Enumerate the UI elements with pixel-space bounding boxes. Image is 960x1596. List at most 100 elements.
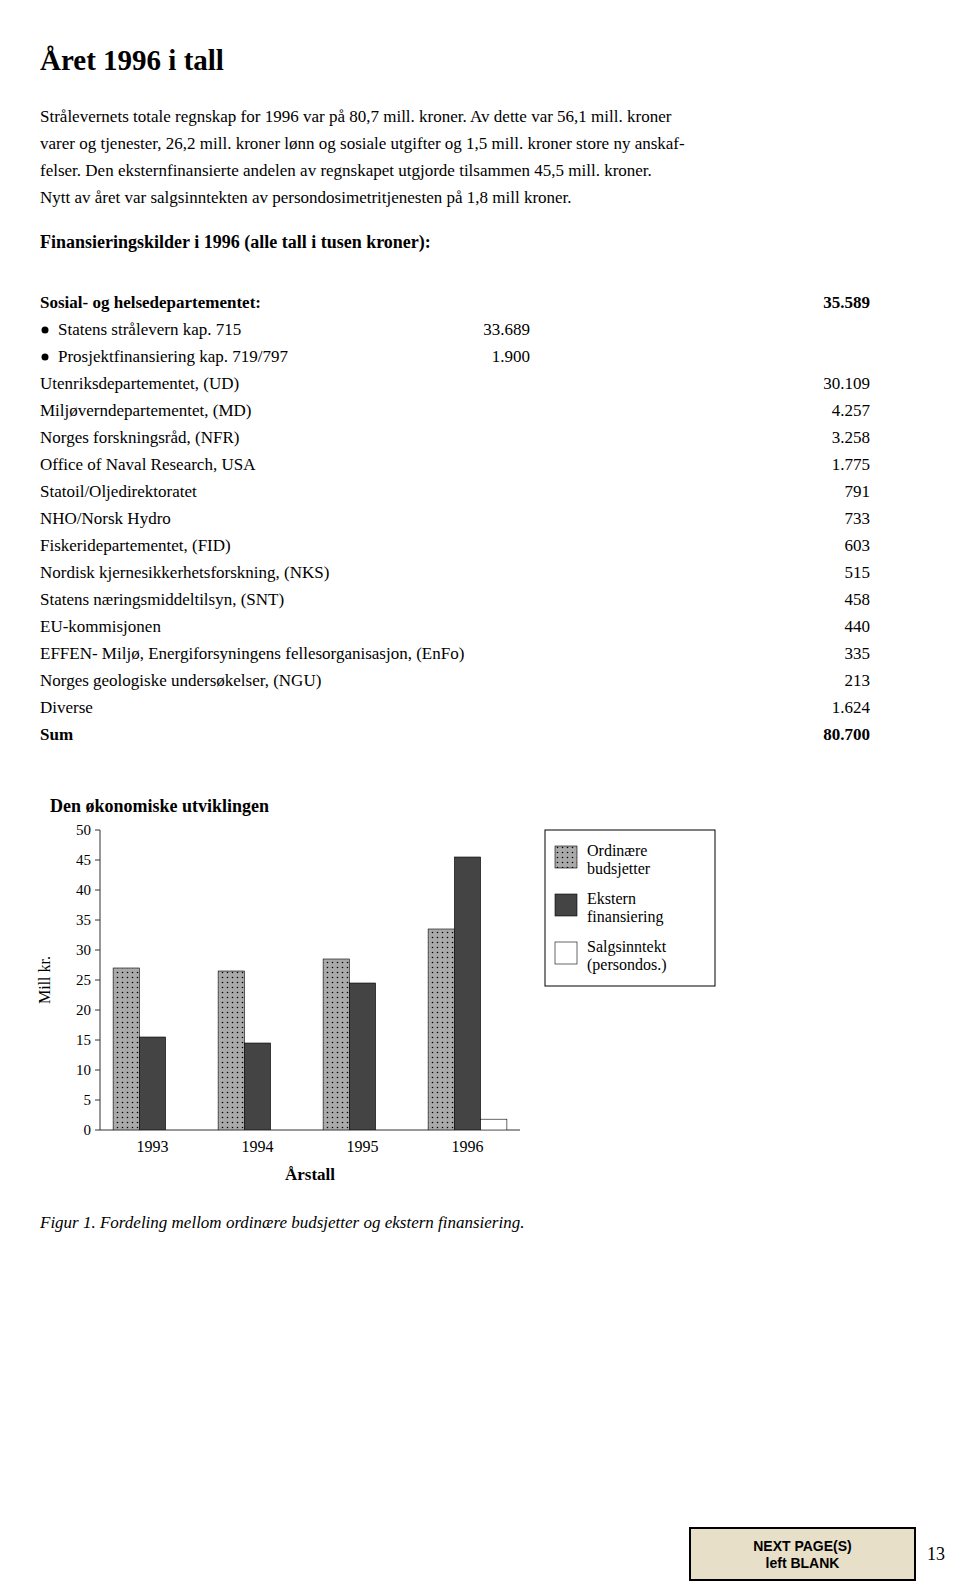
table-value: 33.689 xyxy=(483,320,530,339)
bar xyxy=(349,983,375,1130)
bullet xyxy=(42,327,49,334)
chart-title: Den økonomiske utviklingen xyxy=(50,796,269,816)
y-tick-label: 15 xyxy=(76,1032,91,1048)
intro-line: Nytt av året var salgsinntekten av perso… xyxy=(40,188,572,207)
bar xyxy=(271,1130,297,1131)
table-label: Norges forskningsråd, (NFR) xyxy=(40,428,239,447)
table-label: Sum xyxy=(40,725,73,744)
bar xyxy=(454,857,480,1130)
table-value: 35.589 xyxy=(823,293,870,312)
table-label: Nordisk kjernesikkerhetsforskning, (NKS) xyxy=(40,563,329,582)
table-label: Norges geologiske undersøkelser, (NGU) xyxy=(40,671,321,690)
y-tick-label: 45 xyxy=(76,852,91,868)
y-tick xyxy=(95,1070,100,1071)
y-tick-label: 35 xyxy=(76,912,91,928)
legend-label: Salgsinntekt xyxy=(587,938,667,956)
table-value: 335 xyxy=(845,644,871,663)
table-label: Diverse xyxy=(40,698,93,717)
y-tick-label: 10 xyxy=(76,1062,91,1078)
next-page-text: NEXT PAGE(S) xyxy=(753,1538,852,1554)
bar xyxy=(481,1119,507,1130)
intro-line: Strålevernets totale regnskap for 1996 v… xyxy=(40,107,672,126)
table-label: Statoil/Oljedirektoratet xyxy=(40,482,197,501)
y-tick xyxy=(95,1010,100,1011)
y-tick xyxy=(95,1130,100,1131)
bar xyxy=(139,1037,165,1130)
y-axis-label: Mill kr. xyxy=(36,956,53,1004)
x-tick-label: 1994 xyxy=(242,1138,274,1155)
table-value: 1.624 xyxy=(832,698,871,717)
table-label: Sosial- og helsedepartementet: xyxy=(40,293,261,312)
y-tick-label: 20 xyxy=(76,1002,91,1018)
table-value: 1.775 xyxy=(832,455,870,474)
table-label: Prosjektfinansiering kap. 719/797 xyxy=(58,347,288,366)
y-tick-label: 5 xyxy=(84,1092,92,1108)
bar xyxy=(244,1043,270,1130)
table-value: 4.257 xyxy=(832,401,871,420)
table-value: 3.258 xyxy=(832,428,870,447)
page-title: Året 1996 i tall xyxy=(40,44,224,76)
bar xyxy=(113,968,139,1130)
table-label: EFFEN- Miljø, Energiforsyningens felleso… xyxy=(40,644,464,663)
bullet xyxy=(42,354,49,361)
legend: OrdinærebudsjetterEksternfinansieringSal… xyxy=(545,830,715,986)
table-value: 30.109 xyxy=(823,374,870,393)
bar xyxy=(166,1130,192,1131)
next-page-text: left BLANK xyxy=(766,1555,840,1571)
table-value: 603 xyxy=(845,536,871,555)
table-value: 1.900 xyxy=(492,347,530,366)
next-page-box xyxy=(690,1528,915,1580)
legend-label: Ordinære xyxy=(587,842,647,859)
table-label: Fiskeridepartementet, (FID) xyxy=(40,536,231,555)
table-label: Statens næringsmiddeltilsyn, (SNT) xyxy=(40,590,284,609)
y-tick xyxy=(95,860,100,861)
table-label: EU-kommisjonen xyxy=(40,617,161,636)
y-tick xyxy=(95,890,100,891)
y-tick-label: 25 xyxy=(76,972,91,988)
table-label: Office of Naval Research, USA xyxy=(40,455,256,474)
x-tick-label: 1993 xyxy=(137,1138,169,1155)
table-label: Utenriksdepartementet, (UD) xyxy=(40,374,239,393)
table-value: 440 xyxy=(845,617,871,636)
table-header: Finansieringskilder i 1996 (alle tall i … xyxy=(40,232,431,253)
table-label: Miljøverndepartementet, (MD) xyxy=(40,401,252,420)
legend-label: Ekstern xyxy=(587,890,636,907)
x-tick-label: 1996 xyxy=(452,1138,484,1155)
table-label: NHO/Norsk Hydro xyxy=(40,509,171,528)
legend-frame xyxy=(545,830,715,986)
y-tick-label: 40 xyxy=(76,882,91,898)
x-axis-label: Årstall xyxy=(285,1165,335,1184)
y-tick xyxy=(95,830,100,831)
table-value: 791 xyxy=(845,482,871,501)
y-tick xyxy=(95,980,100,981)
page: Året 1996 i tall Strålevernets totale reg… xyxy=(0,0,960,1596)
bar xyxy=(218,971,244,1130)
y-tick xyxy=(95,950,100,951)
y-tick-label: 30 xyxy=(76,942,91,958)
table-value: 515 xyxy=(845,563,871,582)
y-tick-label: 50 xyxy=(76,822,91,838)
legend-swatch xyxy=(555,894,577,916)
legend-label: (persondos.) xyxy=(587,956,667,974)
x-tick-label: 1995 xyxy=(347,1138,379,1155)
bar xyxy=(376,1130,402,1131)
y-tick xyxy=(95,920,100,921)
table-value: 458 xyxy=(845,590,871,609)
y-tick xyxy=(95,1040,100,1041)
table-label: Statens strålevern kap. 715 xyxy=(58,320,241,339)
legend-swatch xyxy=(555,846,577,868)
chart: Den økonomiske utviklingen 0 5 10 15 20 25 30 35… xyxy=(36,796,715,1184)
page-number: 13 xyxy=(927,1544,945,1564)
table-value: 80.700 xyxy=(823,725,870,744)
figure-caption: Figur 1. Fordeling mellom ordinære budsj… xyxy=(39,1213,524,1232)
intro-line: varer og tjenester, 26,2 mill. kroner lø… xyxy=(40,134,685,153)
legend-label: budsjetter xyxy=(587,860,651,878)
y-tick-label: 0 xyxy=(84,1122,92,1138)
bar xyxy=(323,959,349,1130)
y-tick xyxy=(95,1100,100,1101)
bar xyxy=(428,929,454,1130)
bars xyxy=(113,857,507,1130)
table-value: 213 xyxy=(845,671,871,690)
table-value: 733 xyxy=(845,509,871,528)
legend-swatch xyxy=(555,942,577,964)
